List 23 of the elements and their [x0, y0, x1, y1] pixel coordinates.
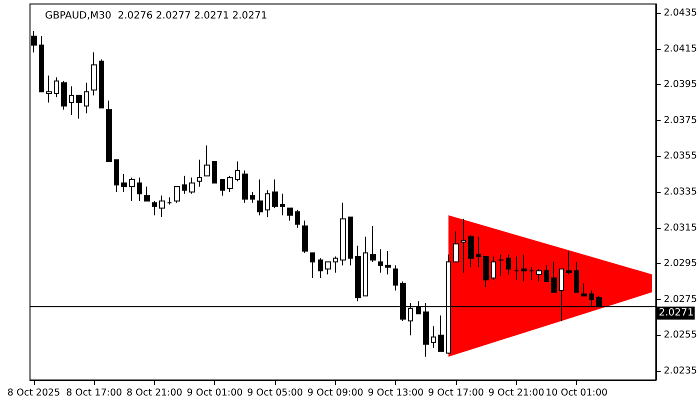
y-tick-label: 2.0375	[664, 114, 698, 126]
text: GBPAUD,M30 2.0276 2.0277 2.0271 2.0271	[45, 10, 268, 22]
x-tick-label: 10 Oct 01:00	[546, 388, 608, 398]
x-tick-label: 8 Oct 21:00	[126, 388, 182, 398]
y-tick-label: 2.0315	[664, 222, 698, 234]
x-tick-label: 9 Oct 17:00	[428, 388, 484, 398]
y-tick-label: 2.0415	[664, 43, 698, 54]
y-tick-label: 2.0255	[664, 330, 698, 341]
x-tick-label: 9 Oct 13:00	[368, 388, 424, 398]
y-tick-label: 2.0235	[664, 366, 698, 377]
ref-line-label: 2.0271	[658, 308, 694, 319]
x-tick-label: 9 Oct 21:00	[488, 388, 544, 398]
x-tick-label: 9 Oct 09:00	[307, 388, 364, 398]
y-tick-label: 2.0395	[664, 79, 698, 90]
y-tick-label: 2.0295	[664, 258, 698, 270]
y-tick-label: 2.0435	[664, 7, 698, 18]
x-tick-label: 8 Oct 17:00	[66, 388, 122, 398]
y-tick-label: 2.0335	[664, 186, 698, 198]
x-tick-label: 9 Oct 05:00	[247, 388, 303, 398]
x-tick-label: 8 Oct 2025	[7, 388, 60, 398]
x-tick-label: 9 Oct 01:00	[186, 388, 243, 398]
y-tick-label: 2.0275	[664, 294, 698, 305]
y-tick-label: 2.0355	[664, 150, 698, 162]
